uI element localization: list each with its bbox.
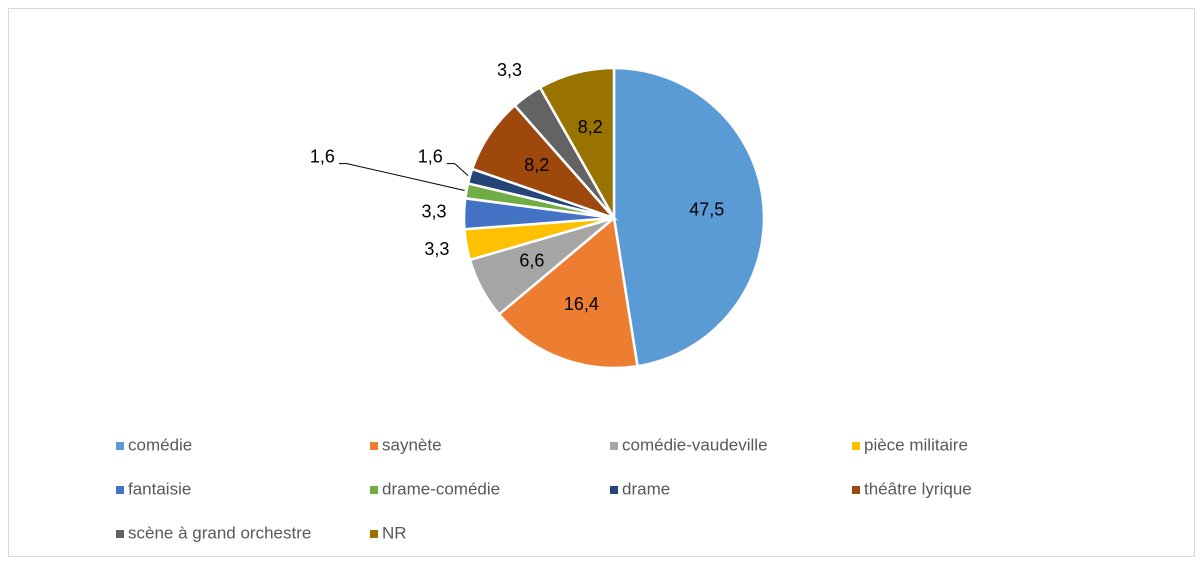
- data-label: 47,5: [689, 199, 724, 219]
- legend-label: pièce militaire: [864, 435, 968, 454]
- legend-swatch: [116, 530, 124, 538]
- leader-line: [446, 163, 469, 176]
- data-label: 3,3: [497, 60, 522, 80]
- legend-swatch: [610, 486, 618, 494]
- data-label: 1,6: [310, 146, 335, 166]
- legend-swatch: [852, 486, 860, 494]
- legend-swatch: [116, 486, 124, 494]
- leader-line: [338, 163, 465, 191]
- legend-label: scène à grand orchestre: [128, 523, 311, 542]
- legend-label: comédie: [128, 435, 192, 454]
- data-label: 1,6: [418, 146, 443, 166]
- legend-swatch: [852, 442, 860, 450]
- legend-swatch: [116, 442, 124, 450]
- data-label: 3,3: [422, 202, 447, 222]
- data-label: 8,2: [524, 155, 549, 175]
- legend-label: comédie-vaudeville: [622, 435, 768, 454]
- pie-slice: [612, 66, 766, 368]
- legend-label: drame: [622, 479, 670, 498]
- data-label: 6,6: [519, 251, 544, 271]
- legend-swatch: [610, 442, 618, 450]
- legend-label: saynète: [382, 435, 442, 454]
- pie-slice: [497, 215, 639, 370]
- data-label: 3,3: [424, 239, 449, 259]
- legend-swatch: [370, 486, 378, 494]
- legend-label: fantaisie: [128, 479, 191, 498]
- legend-label: théâtre lyrique: [864, 479, 972, 498]
- data-label: 8,2: [578, 117, 603, 137]
- data-label: 16,4: [564, 294, 599, 314]
- legend-swatch: [370, 442, 378, 450]
- legend-label: drame-comédie: [382, 479, 500, 498]
- legend-swatch: [370, 530, 378, 538]
- pie-slice: [538, 66, 616, 223]
- legend-label: NR: [382, 523, 407, 542]
